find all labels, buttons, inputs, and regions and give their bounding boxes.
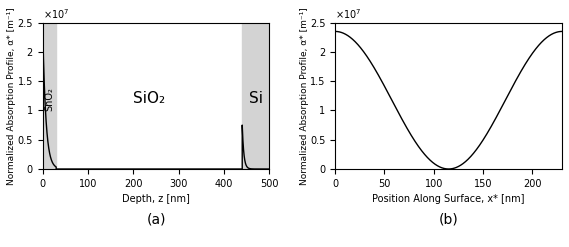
- Text: (b): (b): [439, 213, 459, 227]
- Text: SnO₂: SnO₂: [44, 87, 55, 111]
- X-axis label: Position Along Surface, x* [nm]: Position Along Surface, x* [nm]: [372, 194, 525, 204]
- Text: $\times\mathregular{10^{7}}$: $\times\mathregular{10^{7}}$: [335, 7, 361, 21]
- Y-axis label: Normalized Absorption Profile, α* [m⁻¹]: Normalized Absorption Profile, α* [m⁻¹]: [299, 7, 308, 185]
- Text: $\times\mathregular{10^{7}}$: $\times\mathregular{10^{7}}$: [43, 7, 69, 21]
- Text: (a): (a): [146, 213, 166, 227]
- X-axis label: Depth, z [nm]: Depth, z [nm]: [122, 194, 190, 204]
- Bar: [242, 23, 270, 169]
- Text: Si: Si: [249, 91, 263, 106]
- Bar: [43, 23, 56, 169]
- Y-axis label: Normalized Absorption Profile, α* [m⁻¹]: Normalized Absorption Profile, α* [m⁻¹]: [7, 7, 16, 185]
- Text: SiO₂: SiO₂: [133, 91, 165, 106]
